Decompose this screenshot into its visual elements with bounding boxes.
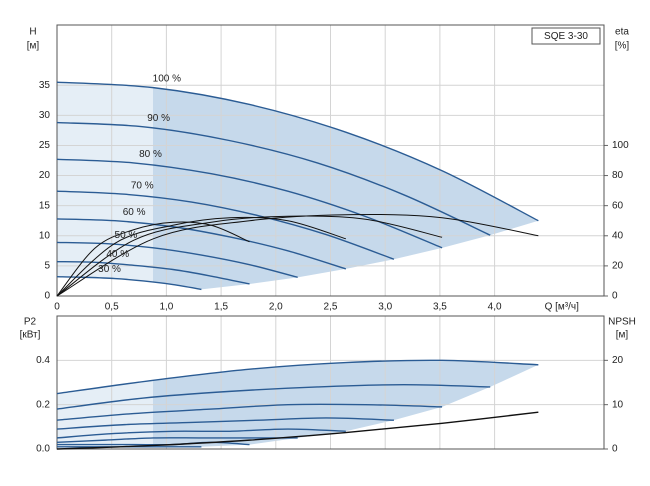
curve [56,437,298,444]
x-label: Q [м³/ч] [545,302,580,313]
y-label: H [29,27,36,38]
curve [56,190,395,260]
y-unit: [кВт] [20,330,41,341]
y2-unit: [м] [616,330,629,341]
x-tick-label: 3,0 [378,302,392,313]
y-tick-label: 0 [44,291,50,302]
y2-tick-label: 10 [612,399,624,410]
speed-label: 40 % [106,249,129,260]
y-unit: [м] [27,41,40,52]
y2-tick-label: 0 [612,444,618,455]
x-tick-label: 0 [54,302,60,313]
y-tick-label: 30 [39,110,51,121]
speed-label: 50 % [115,230,138,241]
y-tick-label: 5 [44,261,50,272]
curve [56,121,491,236]
label-box [531,27,601,45]
y-tick-label: 25 [39,140,51,151]
curve [56,276,202,291]
speed-label: 100 % [153,73,181,84]
y-label: P2 [24,317,37,328]
x-tick-label: 2,5 [324,302,338,313]
y2-tick-label: 40 [612,230,624,241]
speed-label: 30 % [98,264,121,275]
curve [56,359,539,395]
x-tick-label: 1,5 [214,302,228,313]
y-tick-label: 0.4 [36,355,50,366]
curve [56,384,491,410]
curve [56,218,347,270]
y2-label: eta [615,27,629,38]
operating-area [57,360,539,447]
speed-label: 60 % [123,207,146,218]
curve [56,221,250,297]
x-tick-label: 0,5 [105,302,119,313]
x-tick-label: 4,0 [488,302,502,313]
y-tick-label: 0.2 [36,399,50,410]
y-tick-label: 20 [39,170,51,181]
curve [56,215,443,297]
y2-tick-label: 0 [612,291,618,302]
y2-tick-label: 20 [612,355,624,366]
curve [56,81,539,222]
y2-tick-label: 100 [612,140,629,151]
curve [56,216,346,297]
x-tick-label: 2,0 [269,302,283,313]
plot-frame [56,315,605,450]
x-tick-label: 3,5 [433,302,447,313]
curve [56,403,443,421]
speed-label: 70 % [131,180,154,191]
y-tick-label: 35 [39,80,51,91]
y2-tick-label: 80 [612,170,624,181]
y2-label: NPSH [608,317,636,328]
plot-frame [56,24,605,297]
y2-tick-label: 60 [612,200,624,211]
curve [56,428,346,439]
curve [56,213,539,297]
model-label: SQE 3-30 [544,31,588,42]
curve [56,411,539,450]
x-tick-label: 1,0 [159,302,173,313]
y-tick-label: 15 [39,200,51,211]
y2-tick-label: 20 [612,261,624,272]
y2-unit: [%] [615,41,630,52]
speed-label: 90 % [147,113,170,124]
speed-label: 80 % [139,149,162,160]
curve [56,417,394,430]
y-tick-label: 0.0 [36,444,50,455]
y-tick-label: 10 [39,230,51,241]
